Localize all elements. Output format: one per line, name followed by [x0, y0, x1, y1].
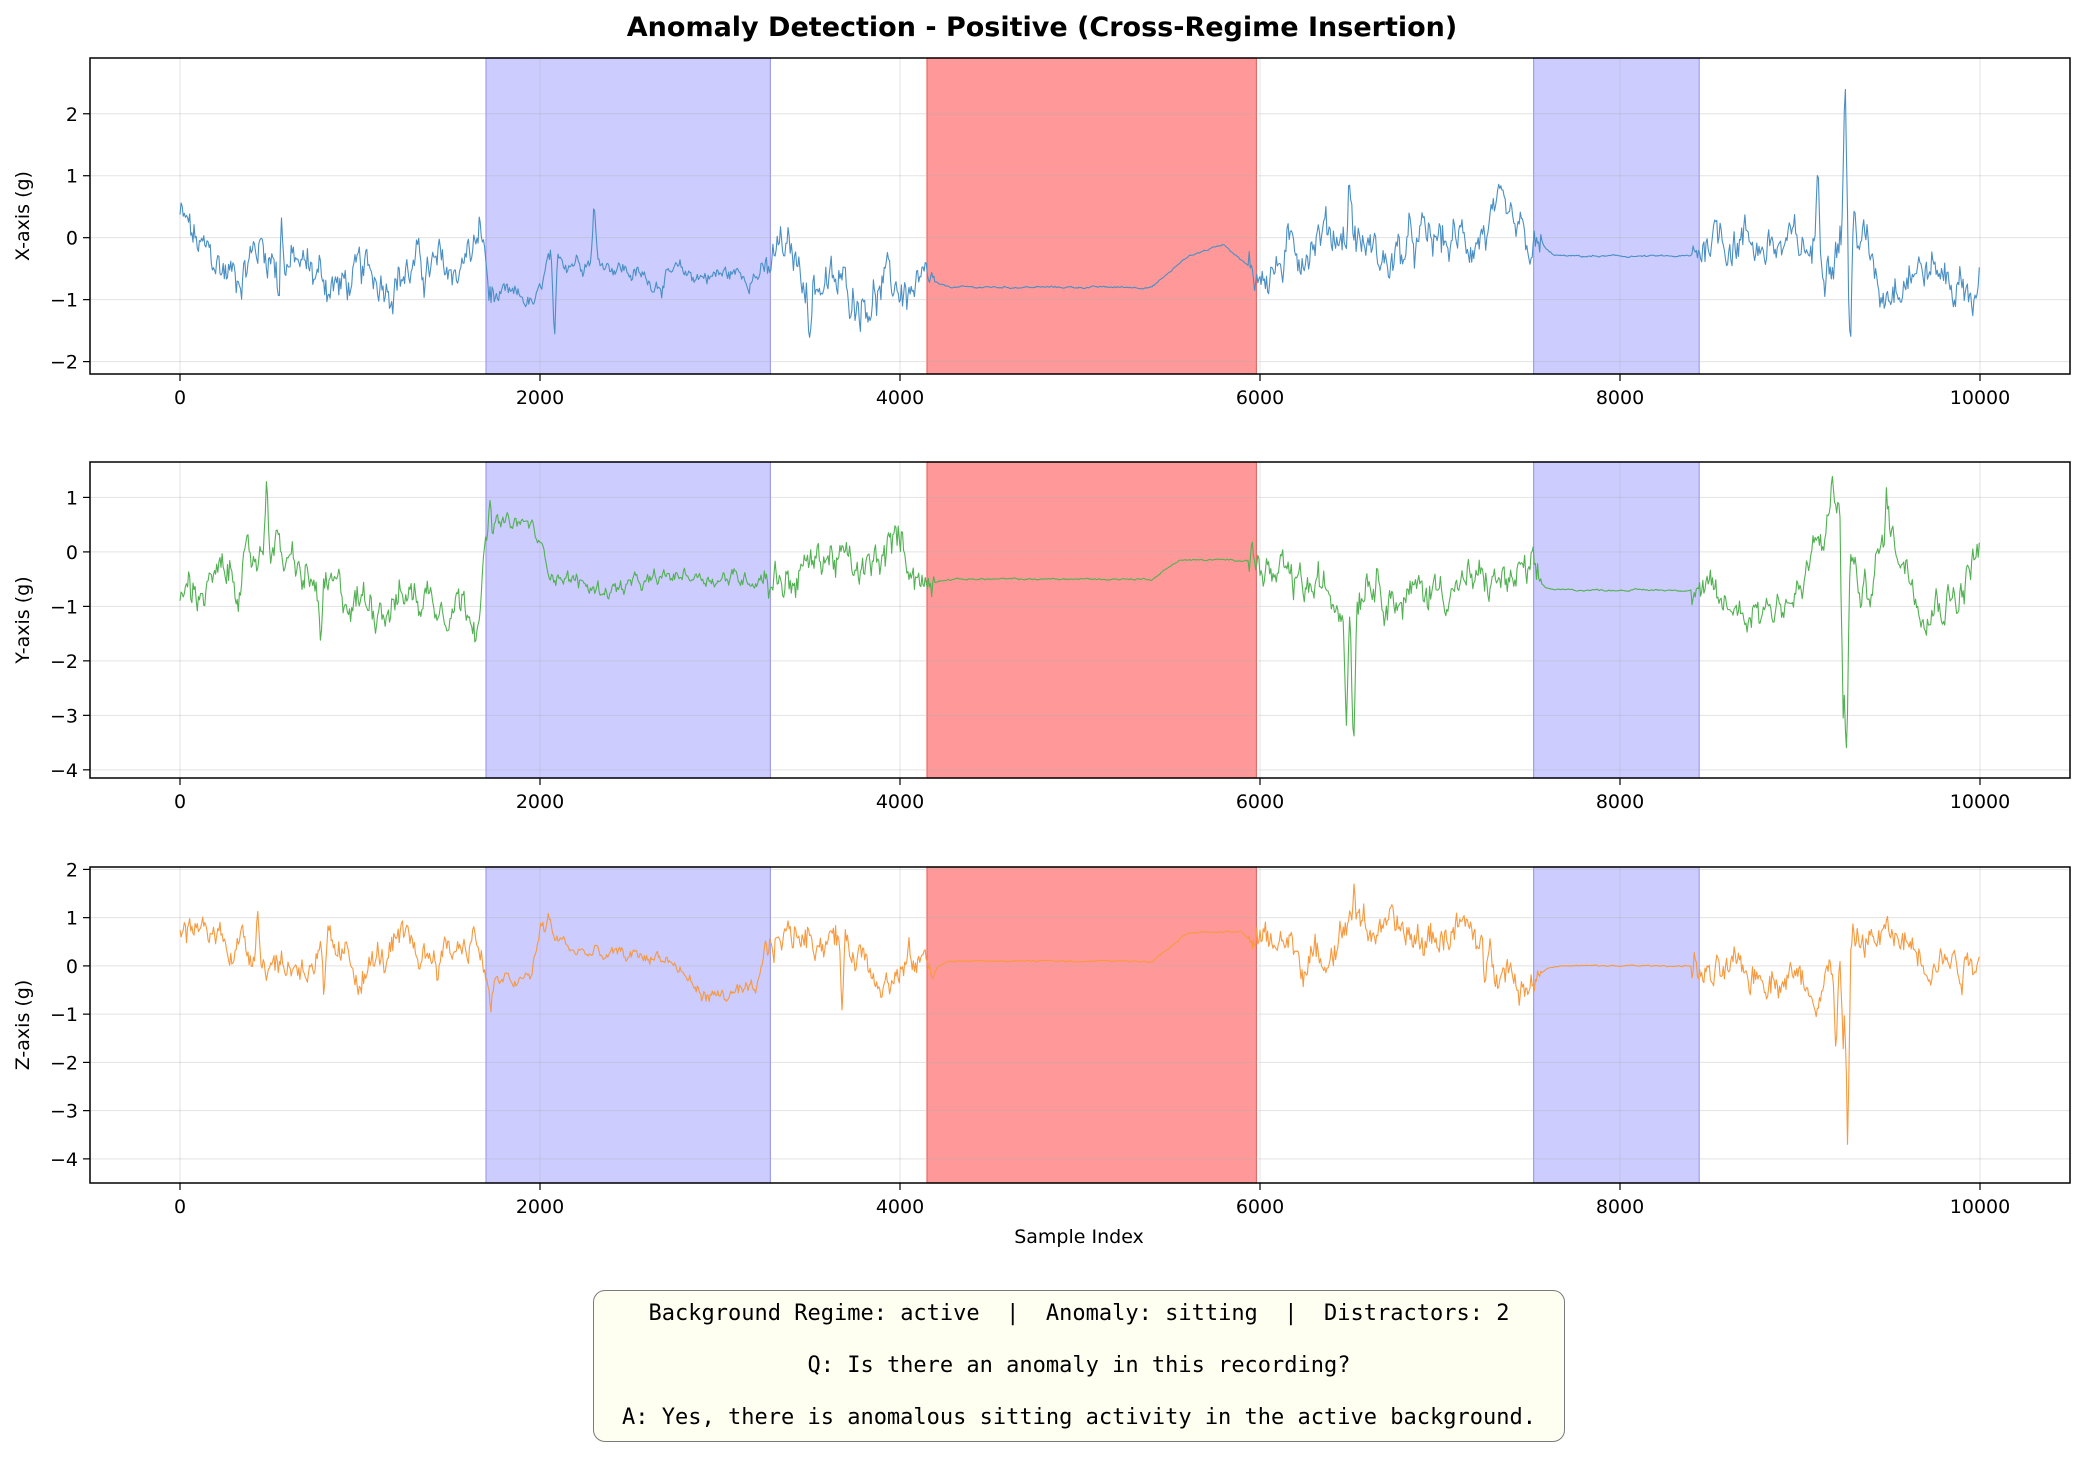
panel-x: 0 2000 4000 6000 8000 10000 −2 −1 0 1 2 X-axis (g)	[12, 57, 2071, 409]
distractor-region-z-2	[1532, 866, 1700, 1184]
info-line-answer: A: Yes, there is anomalous sitting activ…	[622, 1405, 1536, 1430]
x-tick-label: 4000	[876, 1196, 924, 1218]
x-tick-label: 2000	[516, 387, 564, 409]
x-tick-label: 4000	[876, 387, 924, 409]
y-tick-label: 2	[66, 859, 78, 881]
distractor-region-z-1	[485, 866, 771, 1184]
distractor-region-x-1	[485, 57, 771, 375]
x-tick-label: 0	[174, 1196, 186, 1218]
distractor-region-y-1	[485, 461, 771, 779]
x-axis-label: Sample Index	[1014, 1226, 1144, 1248]
panel-z: 0 2000 4000 6000 8000 10000 −4 −3 −2 −1 0 1 2 Z-axis …	[12, 859, 2071, 1218]
y-tick-label: 0	[66, 956, 78, 978]
x-tick-label: 0	[174, 791, 186, 813]
y-tick-label: −1	[50, 1004, 78, 1026]
x-tick-label: 0	[174, 387, 186, 409]
y-tick-label: −1	[50, 290, 78, 312]
chart-title: Anomaly Detection - Positive (Cross-Regi…	[627, 12, 1457, 43]
y-tick-label: 1	[66, 908, 78, 930]
x-tick-label: 8000	[1596, 1196, 1644, 1218]
y-axis-label-z: Z-axis (g)	[12, 980, 34, 1071]
x-tick-label: 2000	[516, 1196, 564, 1218]
y-tick-label: −2	[50, 651, 78, 673]
x-tick-label: 10000	[1950, 1196, 2010, 1218]
y-tick-label: −4	[50, 1149, 78, 1171]
y-tick-label: 0	[66, 228, 78, 250]
x-tick-label: 8000	[1596, 791, 1644, 813]
y-tick-label: −2	[50, 1052, 78, 1074]
x-tick-label: 2000	[516, 791, 564, 813]
info-line-regime: Background Regime: active | Anomaly: sit…	[648, 1301, 1510, 1326]
y-tick-label: −2	[50, 352, 78, 374]
anomaly-region-z-1	[926, 866, 1257, 1184]
x-tick-label: 10000	[1950, 791, 2010, 813]
y-tick-label: 0	[66, 542, 78, 564]
series-line-z	[179, 883, 1980, 1145]
anomaly-region-y-1	[926, 461, 1257, 779]
anomaly-region-x-1	[926, 57, 1257, 375]
axes-frame-y	[89, 461, 2071, 779]
info-line-question: Q: Is there an anomaly in this recording…	[807, 1353, 1351, 1378]
series-line-y	[179, 475, 1980, 749]
y-axis-label-x: X-axis (g)	[12, 171, 34, 261]
info-box: Background Regime: active | Anomaly: sit…	[593, 1290, 1565, 1442]
y-tick-label: −1	[50, 596, 78, 618]
y-tick-label: −3	[50, 705, 78, 727]
series-line-x	[179, 88, 1980, 338]
y-tick-label: −3	[50, 1101, 78, 1123]
x-tick-label: 4000	[876, 791, 924, 813]
x-tick-label: 6000	[1236, 387, 1284, 409]
x-tick-label: 6000	[1236, 791, 1284, 813]
x-tick-label: 6000	[1236, 1196, 1284, 1218]
y-tick-label: 1	[66, 166, 78, 188]
axes-frame-x	[89, 57, 2071, 375]
distractor-region-y-2	[1532, 461, 1700, 779]
distractor-region-x-2	[1532, 57, 1700, 375]
y-axis-label-y: Y-axis (g)	[12, 576, 34, 664]
y-tick-label: 1	[66, 487, 78, 509]
y-tick-label: −4	[50, 760, 78, 782]
panel-y: 0 2000 4000 6000 8000 10000 −4 −3 −2 −1 0 1 Y-axis (…	[12, 461, 2071, 813]
axes-frame-z	[89, 866, 2071, 1184]
x-tick-label: 8000	[1596, 387, 1644, 409]
y-tick-label: 2	[66, 104, 78, 126]
x-tick-label: 10000	[1950, 387, 2010, 409]
